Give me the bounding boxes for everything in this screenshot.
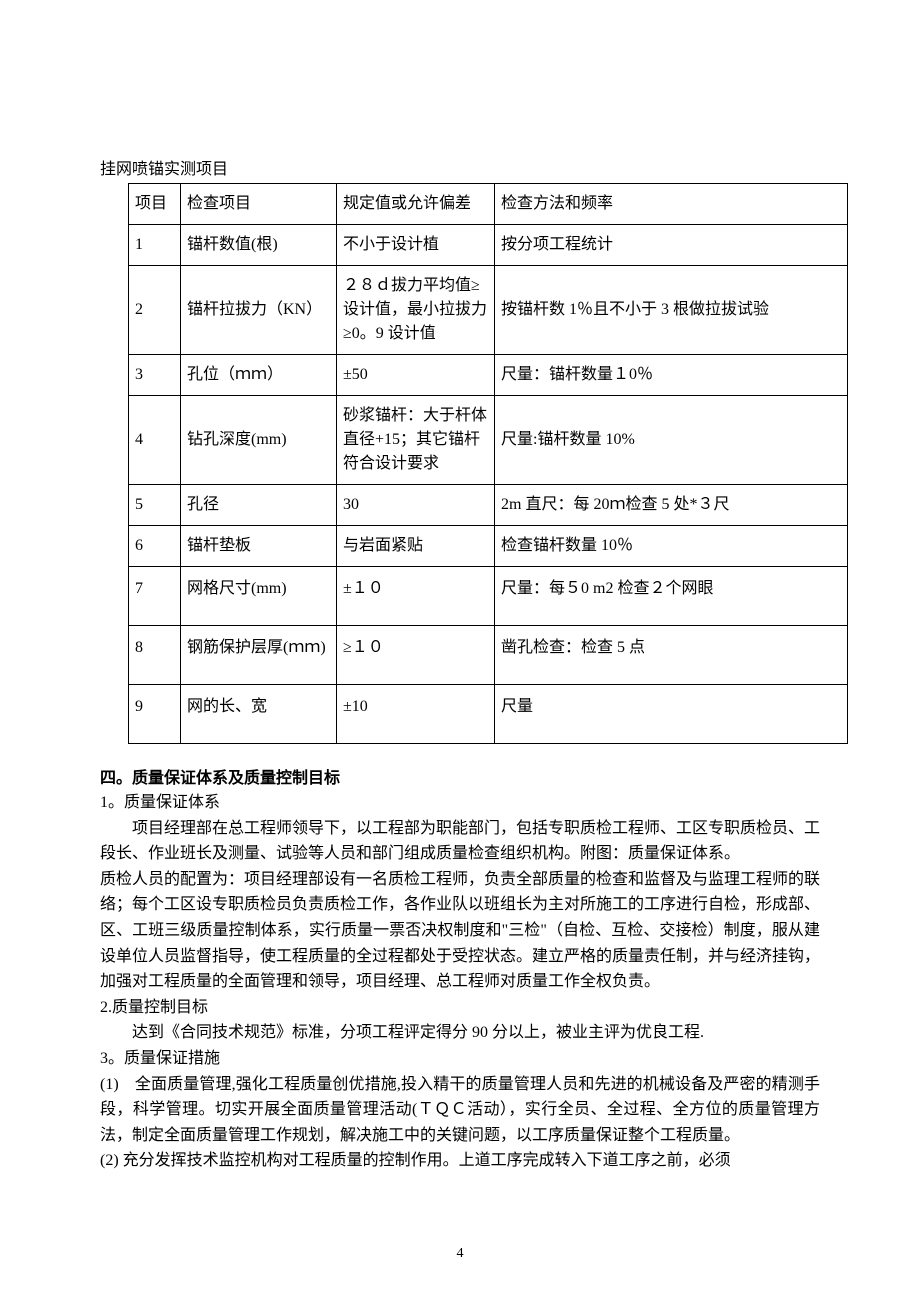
table-cell: 凿孔检查：检查 5 点	[495, 626, 848, 685]
table-title: 挂网喷锚实测项目	[100, 155, 820, 179]
table-row: 9 网的长、宽 ±10 尺量	[129, 685, 848, 744]
document-page: 挂网喷锚实测项目 项目 检查项目 规定值或允许偏差 检查方法和频率 1 锚杆数值…	[0, 0, 920, 1302]
table-row: 2 锚杆拉拔力（KN） ２８ｄ拔力平均值≥ 设计值，最小拉拔力≥0。9 设计值 …	[129, 266, 848, 355]
table-cell: ±10	[337, 685, 495, 744]
table-header-row: 项目 检查项目 规定值或允许偏差 检查方法和频率	[129, 184, 848, 225]
table-cell: 8	[129, 626, 181, 685]
paragraph: 3。质量保证措施	[100, 1046, 820, 1072]
table-header-cell: 检查方法和频率	[495, 184, 848, 225]
table-cell: 不小于设计植	[337, 225, 495, 266]
section-heading: 四。质量保证体系及质量控制目标	[100, 764, 820, 788]
table-header-cell: 规定值或允许偏差	[337, 184, 495, 225]
paragraph: (2) 充分发挥技术监控机构对工程质量的控制作用。上道工序完成转入下道工序之前，…	[100, 1148, 820, 1174]
table-cell: 网的长、宽	[181, 685, 337, 744]
table-cell: 按分项工程统计	[495, 225, 848, 266]
table-cell: 尺量	[495, 685, 848, 744]
table-cell: 锚杆拉拔力（KN）	[181, 266, 337, 355]
table-cell: 检查锚杆数量 10％	[495, 526, 848, 567]
paragraph: (1) 全面质量管理,强化工程质量创优措施,投入精干的质量管理人员和先进的机械设…	[100, 1072, 820, 1149]
table-cell: 尺量：每５0 m2 检查２个网眼	[495, 567, 848, 626]
paragraph: 项目经理部在总工程师领导下，以工程部为职能部门，包括专职质检工程师、工区专职质检…	[100, 816, 820, 867]
table-cell: 3	[129, 355, 181, 396]
paragraph: 达到《合同技术规范》标准，分项工程评定得分 90 分以上，被业主评为优良工程.	[100, 1020, 820, 1046]
table-cell: 30	[337, 485, 495, 526]
table-cell: 按锚杆数 1％且不小于 3 根做拉拔试验	[495, 266, 848, 355]
table-cell: 钢筋保护层厚(ｍｍ)	[181, 626, 337, 685]
paragraph: 质检人员的配置为：项目经理部设有一名质检工程师，负责全部质量的检查和监督及与监理…	[100, 867, 820, 995]
table-cell: 砂浆锚杆：大于杆体直径+15；其它锚杆符合设计要求	[337, 396, 495, 485]
table-cell: ≥１０	[337, 626, 495, 685]
table-cell: ２８ｄ拔力平均值≥ 设计值，最小拉拔力≥0。9 设计值	[337, 266, 495, 355]
table-header-cell: 检查项目	[181, 184, 337, 225]
table-cell: ±50	[337, 355, 495, 396]
table-cell: 锚杆数值(根)	[181, 225, 337, 266]
table-cell: ±１０	[337, 567, 495, 626]
table-row: 4 钻孔深度(mm) 砂浆锚杆：大于杆体直径+15；其它锚杆符合设计要求 尺量:…	[129, 396, 848, 485]
paragraph: 2.质量控制目标	[100, 995, 820, 1021]
table-row: 1 锚杆数值(根) 不小于设计植 按分项工程统计	[129, 225, 848, 266]
table-cell: 尺量：锚杆数量１0％	[495, 355, 848, 396]
table-row: 5 孔径 30 2m 直尺：每 20ｍ检查 5 处*３尺	[129, 485, 848, 526]
table-cell: 1	[129, 225, 181, 266]
paragraph: 1。质量保证体系	[100, 790, 820, 816]
table-cell: 钻孔深度(mm)	[181, 396, 337, 485]
page-number: 4	[0, 1246, 920, 1262]
table-cell: 尺量:锚杆数量 10%	[495, 396, 848, 485]
table-header-cell: 项目	[129, 184, 181, 225]
table-row: 3 孔位（ｍｍ） ±50 尺量：锚杆数量１0％	[129, 355, 848, 396]
table-cell: 2	[129, 266, 181, 355]
table-row: 6 锚杆垫板 与岩面紧贴 检查锚杆数量 10％	[129, 526, 848, 567]
table-cell: 孔位（ｍｍ）	[181, 355, 337, 396]
table-cell: 4	[129, 396, 181, 485]
table-cell: 6	[129, 526, 181, 567]
table-cell: 与岩面紧贴	[337, 526, 495, 567]
table-row: 7 网格尺寸(mm) ±１０ 尺量：每５0 m2 检查２个网眼	[129, 567, 848, 626]
table-cell: 网格尺寸(mm)	[181, 567, 337, 626]
table-cell: 9	[129, 685, 181, 744]
table-cell: 2m 直尺：每 20ｍ检查 5 处*３尺	[495, 485, 848, 526]
table-cell: 孔径	[181, 485, 337, 526]
table-cell: 7	[129, 567, 181, 626]
table-cell: 锚杆垫板	[181, 526, 337, 567]
inspection-table: 项目 检查项目 规定值或允许偏差 检查方法和频率 1 锚杆数值(根) 不小于设计…	[128, 183, 848, 744]
table-row: 8 钢筋保护层厚(ｍｍ) ≥１０ 凿孔检查：检查 5 点	[129, 626, 848, 685]
table-cell: 5	[129, 485, 181, 526]
